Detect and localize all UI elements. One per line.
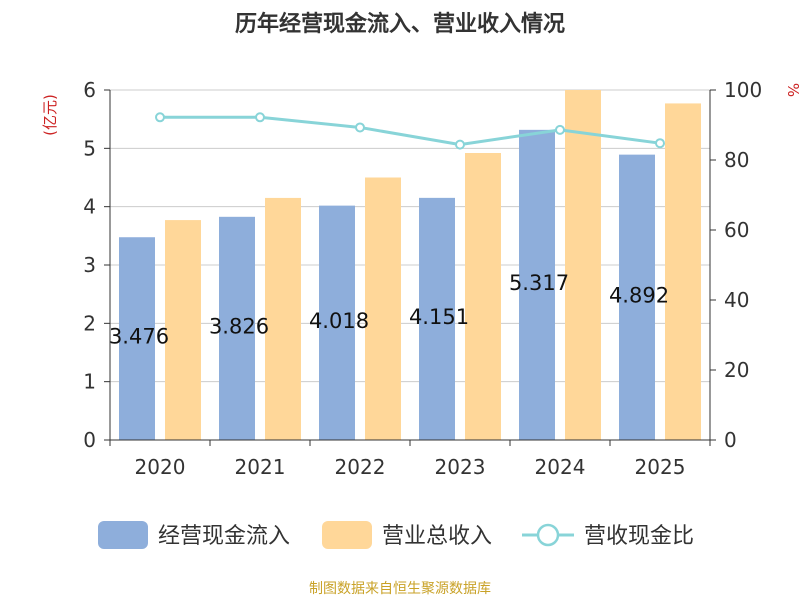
x-tick-label: 2022 <box>335 455 386 479</box>
bars <box>119 90 701 441</box>
x-tick-label: 2023 <box>435 455 486 479</box>
y-right-unit: % <box>784 83 800 97</box>
cash-inflow-bar <box>219 216 255 440</box>
revenue-bar <box>365 177 401 440</box>
cash-inflow-data-label: 4.151 <box>409 305 469 329</box>
ratio-point <box>455 139 465 150</box>
y-right-tick-label: 80 <box>724 148 749 172</box>
y-right-tick-label: 100 <box>724 78 762 102</box>
revenue-bar <box>165 220 201 440</box>
revenue-bar <box>665 103 701 441</box>
y-left-tick-label: 2 <box>83 311 96 335</box>
legend-cash-inflow-swatch <box>98 521 148 549</box>
y-left-tick-label: 0 <box>83 428 96 452</box>
data-labels: 3.476 3.826 4.018 4.151 5.317 4.892 <box>109 271 669 349</box>
cash-inflow-data-label: 5.317 <box>509 271 569 295</box>
y-left-tick-label: 3 <box>83 253 96 277</box>
y-right-tick-label: 40 <box>724 288 749 312</box>
y-left-tick-label: 6 <box>83 78 96 102</box>
legend: 经营现金流入 营业总收入 营收现金比 <box>98 521 694 549</box>
ratio-line-path <box>160 115 661 147</box>
y-right-tick-label: 0 <box>724 428 737 452</box>
revenue-bar <box>565 90 601 440</box>
legend-cash-inflow-label: 经营现金流入 <box>158 524 290 549</box>
ratio-point <box>555 124 565 135</box>
cash-inflow-data-label: 3.826 <box>209 314 269 338</box>
legend-revenue-swatch <box>322 521 372 549</box>
cash-inflow-data-label: 3.476 <box>109 325 169 349</box>
cash-inflow-bar <box>119 237 155 440</box>
y-left-unit: (亿元) <box>41 94 59 136</box>
legend-revenue-label: 营业总收入 <box>382 524 492 549</box>
revenue-bar <box>465 153 501 440</box>
cash-inflow-bar <box>619 154 655 440</box>
cash-inflow-data-label: 4.892 <box>609 283 669 307</box>
y-left-tick-label: 1 <box>83 370 96 394</box>
cash-inflow-bar <box>419 197 455 440</box>
y-left-tick-label: 5 <box>83 136 96 160</box>
x-tick-label: 2025 <box>635 455 686 479</box>
ratio-point <box>355 122 365 133</box>
chart-title: 历年经营现金流入、营业收入情况 <box>234 12 565 37</box>
x-tick-label: 2021 <box>235 455 286 479</box>
cash-inflow-bar <box>319 205 355 440</box>
legend-ratio-label: 营收现金比 <box>584 524 694 549</box>
ratio-point <box>255 112 265 123</box>
x-tick-label: 2024 <box>535 455 586 479</box>
source-note: 制图数据来自恒生聚源数据库 <box>309 581 491 597</box>
revenue-bar <box>265 197 301 440</box>
y-right-tick-label: 60 <box>724 218 749 242</box>
ratio-point <box>155 112 165 123</box>
cash-inflow-bar <box>519 129 555 440</box>
cash-inflow-data-label: 4.018 <box>309 309 369 333</box>
y-left-tick-label: 4 <box>83 195 96 219</box>
y-right-tick-label: 20 <box>724 358 749 382</box>
ratio-line <box>155 112 665 150</box>
legend-ratio-swatch-marker <box>536 523 560 547</box>
x-tick-label: 2020 <box>135 455 186 479</box>
ratio-point <box>655 138 665 149</box>
